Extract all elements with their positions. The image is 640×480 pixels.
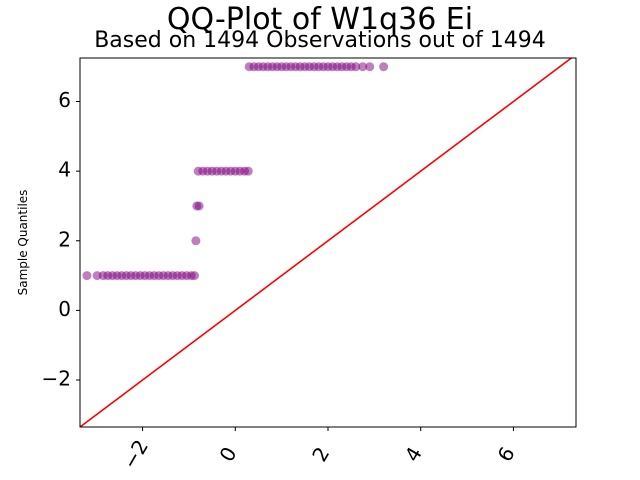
data-point [82, 271, 92, 281]
y-tick-label: 4 [58, 158, 71, 182]
y-tick-label: −2 [42, 367, 71, 391]
chart-subtitle: Based on 1494 Observations out of 1494 [94, 28, 546, 53]
data-point [365, 62, 375, 72]
data-points [82, 62, 389, 281]
x-tick-label: 2 [307, 443, 334, 466]
x-tick-label: −2 [118, 435, 154, 473]
x-axis: −2 0 2 4 6 [118, 427, 520, 473]
data-point [358, 62, 368, 72]
data-point [351, 62, 361, 72]
x-tick-label: 0 [214, 443, 241, 466]
data-point [194, 201, 204, 211]
x-tick-label: 4 [400, 443, 427, 466]
y-tick-label: 0 [58, 297, 71, 321]
y-axis: −2 0 2 4 6 [42, 88, 80, 391]
data-point [189, 271, 199, 281]
data-point [191, 236, 201, 246]
data-point [243, 166, 253, 176]
reference-line [80, 58, 573, 427]
y-tick-label: 2 [58, 227, 71, 251]
y-tick-label: 6 [58, 88, 71, 112]
data-point [379, 62, 389, 72]
y-axis-label: Sample Quantiles [16, 190, 30, 296]
chart-title: QQ-Plot of W1q36 Ei [166, 2, 474, 37]
x-tick-label: 6 [493, 443, 520, 466]
